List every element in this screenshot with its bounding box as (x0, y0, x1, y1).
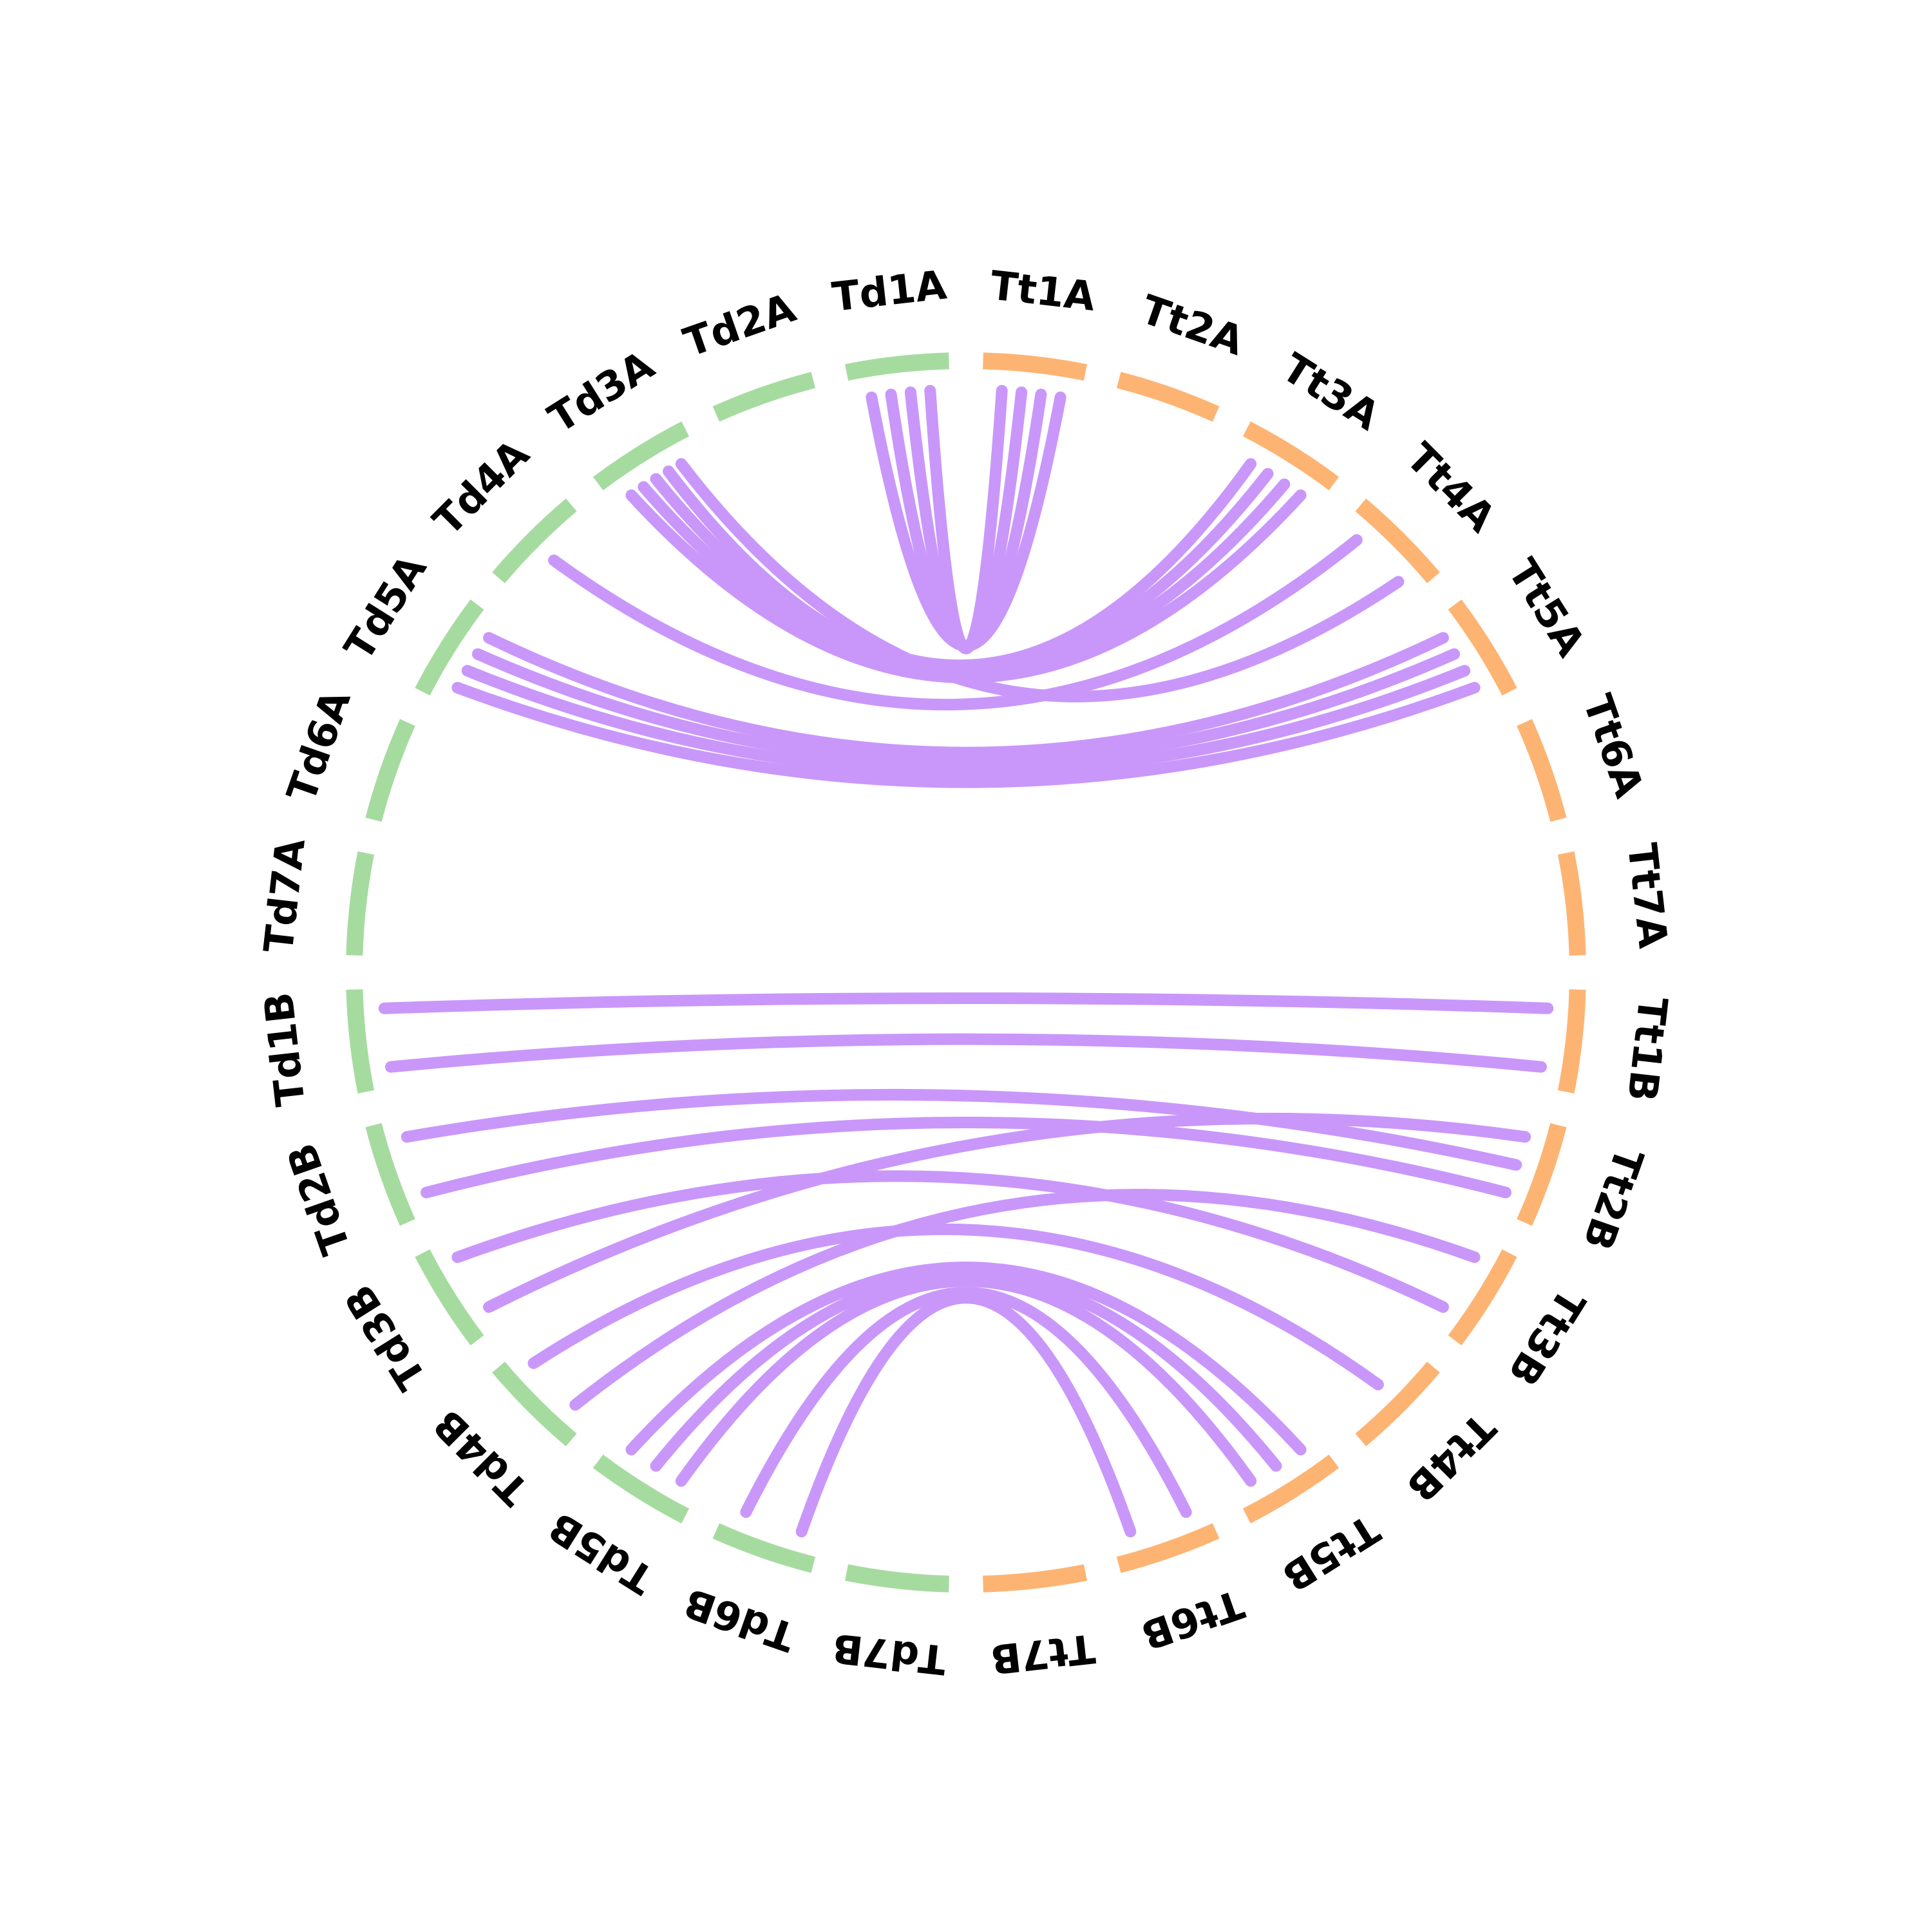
chromosome-arc-tt6b (1116, 1523, 1220, 1573)
chromosome-arc-tt3a (1242, 421, 1340, 491)
chromosome-label-td1b: Td1B (255, 990, 314, 1108)
link-td5b-tt5b (625, 1262, 1307, 1455)
link-td3a-tt3a (663, 458, 1257, 672)
chromosome-arc-tt7a (1557, 851, 1586, 956)
chromosome-arc-td2b (365, 1122, 415, 1226)
link-td5b-tt5b (675, 1275, 1257, 1487)
chromosome-arc-td2a (712, 372, 816, 422)
link-td2b-tt2b (420, 1116, 1512, 1198)
chromosome-arc-td7a (346, 851, 375, 956)
chromosome-label-td3a: Td3A (540, 341, 662, 442)
chromosome-label-tt7a: Tt7A (1618, 841, 1677, 951)
chromosome-arcs-layer (346, 352, 1586, 1593)
chromosome-label-td5b: Td5B (540, 1503, 662, 1604)
chromosome-label-td1a: Td1A (829, 261, 949, 320)
chromosome-arc-td4b (492, 1361, 577, 1446)
chromosome-arc-tt5a (1448, 599, 1517, 696)
chromosome-label-td4a: Td4A (424, 430, 538, 544)
link-td5a-tt5a (451, 681, 1481, 788)
chromosome-arc-td5a (415, 599, 484, 696)
chromosome-arc-td3a (592, 421, 690, 491)
chromosome-label-tt1b: Tt1B (1618, 995, 1677, 1104)
links-layer (378, 384, 1554, 1538)
chromosome-arc-tt1b (1557, 989, 1586, 1094)
link-td1b-tt1b (384, 1033, 1548, 1073)
chromosome-arc-td4a (492, 498, 577, 583)
chromosome-label-td7b: Td7B (830, 1624, 949, 1683)
chromosome-label-tt3a: Tt3A (1274, 344, 1388, 440)
chromosome-label-td2b: Td2B (278, 1137, 359, 1260)
chromosome-arc-td6a (365, 719, 415, 822)
chromosome-label-tt4a: Tt4A (1397, 433, 1505, 541)
chromosome-label-td6b: Td6B (678, 1579, 801, 1661)
chromosome-arc-td5b (592, 1454, 690, 1524)
link-td5a-tt5a (483, 632, 1449, 759)
chromosome-label-td4b: Td4B (424, 1401, 538, 1515)
chromosome-label-td5a: Td5A (335, 547, 435, 668)
chromosome-label-tt1a: Tt1A (988, 261, 1097, 320)
chromosome-arc-tt1a (983, 352, 1087, 381)
chromosome-label-tt4b: Tt4B (1397, 1404, 1504, 1511)
chromosome-arc-td3b (415, 1249, 484, 1346)
link-td4a-tt4a (548, 534, 1363, 711)
chromosome-label-tt6a: Tt6A (1574, 688, 1653, 803)
link-td5a-tt5a (471, 648, 1461, 768)
link-td6b-tt6b (740, 1287, 1192, 1519)
chromosome-label-tt2b: Tt2B (1574, 1142, 1653, 1256)
chromosome-arc-td1a (845, 352, 949, 381)
chromosome-arc-td1b (346, 989, 375, 1094)
chromosome-arc-td7b (845, 1564, 949, 1593)
chromosome-arc-tt2b (1517, 1122, 1567, 1226)
chromosome-arc-td6b (712, 1523, 816, 1573)
chromosome-arc-tt6a (1517, 719, 1567, 822)
chromosome-label-tt3b: Tt3B (1499, 1280, 1595, 1394)
link-td5a-tt5a (461, 665, 1471, 778)
chromosome-arc-tt3b (1448, 1249, 1517, 1346)
chromosome-arc-tt4a (1355, 498, 1440, 583)
link-td5b-tt5b (650, 1269, 1282, 1472)
link-td3b-tt2b (483, 1112, 1531, 1313)
chromosome-label-td2a: Td2A (677, 284, 801, 366)
chromosome-label-tt2a: Tt2A (1135, 285, 1250, 365)
link-td1a-tt1a (924, 384, 1008, 654)
chromosome-label-td6a: Td6A (278, 684, 360, 808)
chromosome-label-tt5a: Tt5A (1499, 551, 1595, 665)
chromosome-arc-tt5b (1242, 1454, 1340, 1524)
chromosome-label-tt6b: Tt6B (1135, 1580, 1249, 1660)
link-td4b-tt3b (569, 1189, 1481, 1411)
chromosome-label-td7a: Td7A (254, 836, 314, 955)
link-td2b-tt2b (401, 1088, 1522, 1171)
link-td6b-tt6b (795, 1292, 1137, 1538)
chromosome-label-td3b: Td3B (335, 1276, 435, 1398)
link-td1b-tt1b (378, 992, 1554, 1014)
link-td3b-tt3b (451, 1170, 1449, 1313)
chromosome-arc-tt2a (1116, 372, 1220, 422)
chromosome-label-tt7b: Tt7B (989, 1625, 1097, 1683)
chromosome-label-tt5b: Tt5B (1274, 1506, 1387, 1601)
link-td3a-tt4a (675, 458, 1405, 703)
link-td4b-tt4b (527, 1223, 1384, 1390)
chromosome-arc-tt4b (1355, 1361, 1440, 1446)
chromosome-arc-tt7b (983, 1564, 1087, 1593)
